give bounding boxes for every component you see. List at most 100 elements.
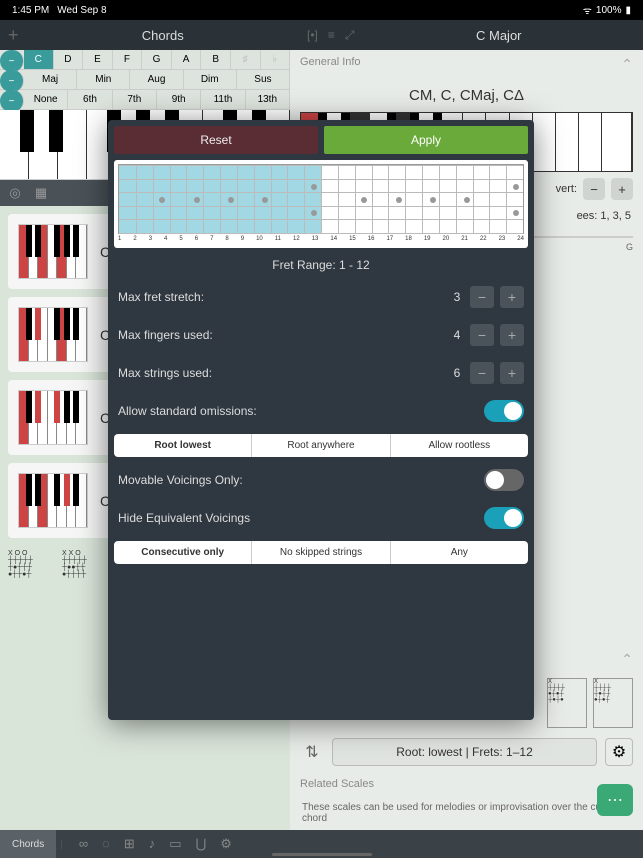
- note-row: − C D E F G A B ♯ ♭: [0, 50, 290, 70]
- filter-icon[interactable]: ⇅: [300, 740, 324, 764]
- stepper-minus[interactable]: −: [470, 362, 494, 384]
- note-a[interactable]: A: [172, 50, 202, 69]
- omissions-toggle[interactable]: [484, 400, 524, 422]
- movable-toggle[interactable]: [484, 469, 524, 491]
- note-toggle[interactable]: −: [0, 50, 24, 72]
- top-header: + Chords [•] ≡ ⤢ C Major: [0, 20, 643, 50]
- seg-consecutive[interactable]: Consecutive only: [114, 541, 252, 564]
- mic-icon[interactable]: ⋃: [196, 836, 207, 852]
- note-g[interactable]: G: [142, 50, 172, 69]
- grid-icon[interactable]: ▦: [32, 184, 50, 202]
- note-sharp[interactable]: ♯: [231, 50, 261, 69]
- seg-allow-rootless[interactable]: Allow rootless: [391, 434, 528, 457]
- omissions-row: Allow standard omissions:: [114, 392, 528, 430]
- max-strings-value: 6: [450, 366, 464, 380]
- ext-11[interactable]: 11th: [201, 90, 245, 109]
- icon-2[interactable]: ≡: [328, 28, 335, 43]
- fret-range-label: Fret Range: 1 - 12: [114, 252, 528, 278]
- mini-piano: [18, 473, 88, 528]
- ext-toggle[interactable]: −: [0, 90, 24, 112]
- icon-1[interactable]: [•]: [307, 28, 318, 43]
- diagram[interactable]: X X O┼┼┼┼┼┼●●┼┼●┼┼┼┼: [62, 550, 108, 610]
- seg-root-lowest[interactable]: Root lowest: [114, 434, 252, 457]
- note-g: G: [626, 242, 633, 252]
- q-min[interactable]: Min: [77, 70, 130, 89]
- wifi-icon: ᯤ: [583, 3, 592, 17]
- tab-chords[interactable]: Chords: [0, 830, 56, 858]
- root-segment: Root lowest Root anywhere Allow rootless: [114, 434, 528, 457]
- reset-button[interactable]: Reset: [114, 126, 318, 154]
- q-dim[interactable]: Dim: [184, 70, 237, 89]
- related-label: Related Scales: [300, 778, 374, 790]
- ext-9[interactable]: 9th: [157, 90, 201, 109]
- mini-piano: [18, 390, 88, 445]
- seg-root-anywhere[interactable]: Root anywhere: [252, 434, 390, 457]
- grid-icon[interactable]: ⊞: [124, 836, 135, 852]
- note-f[interactable]: F: [113, 50, 143, 69]
- chevron-icon[interactable]: ⌃: [621, 651, 633, 668]
- ext-13[interactable]: 13th: [246, 90, 290, 109]
- max-fingers-row: Max fingers used: 4 − +: [114, 316, 528, 354]
- quality-row: − Maj Min Aug Dim Sus: [0, 70, 290, 90]
- max-fret-label: Max fret stretch:: [118, 290, 204, 304]
- ext-7[interactable]: 7th: [113, 90, 157, 109]
- max-fret-stretch-row: Max fret stretch: 3 − +: [114, 278, 528, 316]
- note-e[interactable]: E: [83, 50, 113, 69]
- tab-divider: |: [56, 830, 67, 858]
- related-desc: These scales can be used for melodies or…: [290, 796, 643, 830]
- string-segment: Consecutive only No skipped strings Any: [114, 541, 528, 564]
- target-icon[interactable]: ◎: [6, 184, 24, 202]
- link-icon[interactable]: ∞: [79, 836, 88, 852]
- note-flat[interactable]: ♭: [261, 50, 291, 69]
- note-c[interactable]: C: [24, 50, 54, 69]
- left-header-title: Chords: [27, 28, 300, 43]
- ext-none[interactable]: None: [24, 90, 68, 109]
- battery-icon: ▮: [625, 5, 631, 16]
- general-info-label: General Info: [300, 56, 361, 73]
- book-icon[interactable]: ▭: [169, 836, 181, 852]
- hide-equiv-row: Hide Equivalent Voicings: [114, 499, 528, 537]
- invert-minus[interactable]: −: [583, 178, 605, 200]
- filter-text[interactable]: Root: lowest | Frets: 1–12: [332, 738, 597, 766]
- seg-any[interactable]: Any: [391, 541, 528, 564]
- expand-icon[interactable]: ⤢: [345, 28, 355, 43]
- q-maj[interactable]: Maj: [24, 70, 77, 89]
- stepper-plus[interactable]: +: [500, 324, 524, 346]
- ear-icon[interactable]: ♪: [149, 836, 156, 852]
- diagram[interactable]: X O O┼┼┼┼┼┼●┼┼┼●┼┼●┼: [8, 550, 54, 610]
- note-d[interactable]: D: [54, 50, 84, 69]
- related-header[interactable]: Related Scales: [290, 772, 643, 796]
- max-fret-value: 3: [450, 290, 464, 304]
- stepper-minus[interactable]: −: [470, 324, 494, 346]
- add-button[interactable]: +: [8, 25, 19, 46]
- mini-piano: [18, 224, 88, 279]
- filter-bar: ⇅ Root: lowest | Frets: 1–12 ⚙: [300, 738, 633, 766]
- quality-toggle[interactable]: −: [0, 70, 24, 92]
- stepper-plus[interactable]: +: [500, 362, 524, 384]
- circle-icon[interactable]: ◌: [102, 836, 110, 852]
- diagram[interactable]: X┼┼┼┼┼●┼┼●┼●┼: [593, 678, 633, 728]
- floating-button[interactable]: ⋯: [597, 784, 633, 816]
- stepper-minus[interactable]: −: [470, 286, 494, 308]
- settings-icon[interactable]: ⚙: [220, 836, 232, 852]
- section-header[interactable]: General Info ⌃: [290, 50, 643, 79]
- q-aug[interactable]: Aug: [130, 70, 183, 89]
- diagram[interactable]: X┼┼┼┼●┼●┼┼●┼●: [547, 678, 587, 728]
- fretboard[interactable]: 123456789101112131415161718192021222324: [114, 160, 528, 248]
- right-header-title: C Major: [363, 28, 636, 43]
- apply-button[interactable]: Apply: [324, 126, 528, 154]
- chevron-icon[interactable]: ⌃: [621, 56, 633, 73]
- note-b[interactable]: B: [201, 50, 231, 69]
- hide-equiv-toggle[interactable]: [484, 507, 524, 529]
- q-sus[interactable]: Sus: [237, 70, 290, 89]
- stepper-plus[interactable]: +: [500, 286, 524, 308]
- ext-6[interactable]: 6th: [68, 90, 112, 109]
- max-strings-label: Max strings used:: [118, 366, 212, 380]
- seg-no-skipped[interactable]: No skipped strings: [252, 541, 390, 564]
- movable-row: Movable Voicings Only:: [114, 461, 528, 499]
- hide-equiv-label: Hide Equivalent Voicings: [118, 511, 250, 525]
- status-time: 1:45 PM: [12, 5, 49, 16]
- battery-pct: 100%: [596, 5, 622, 16]
- gear-icon[interactable]: ⚙: [605, 738, 633, 766]
- invert-plus[interactable]: +: [611, 178, 633, 200]
